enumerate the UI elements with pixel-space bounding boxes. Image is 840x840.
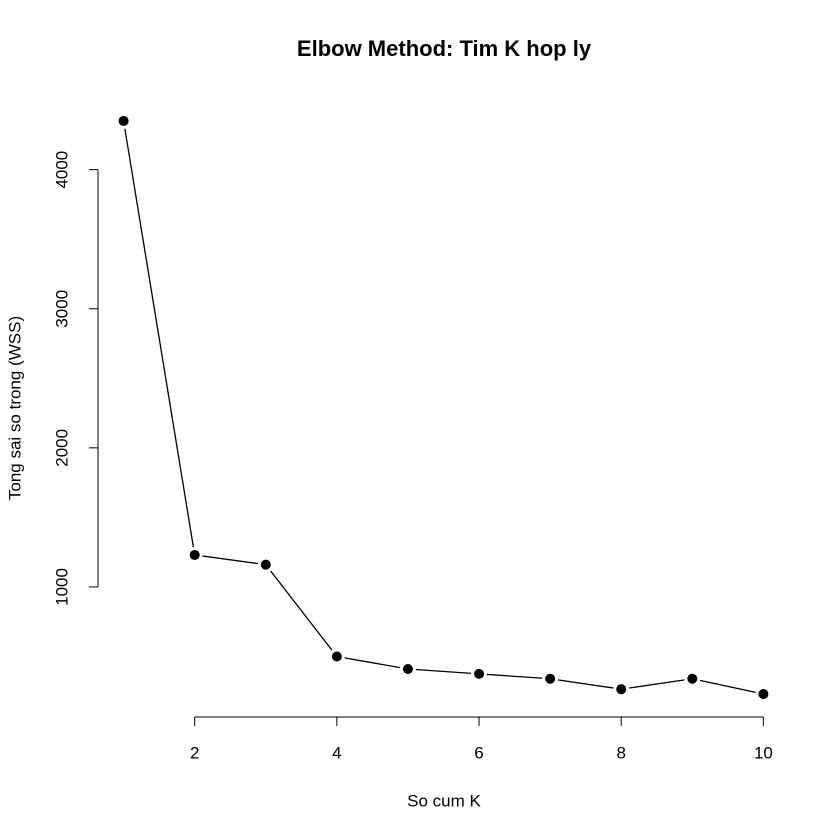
- data-point: [115, 112, 132, 129]
- chart-title: Elbow Method: Tim K hop ly: [297, 36, 592, 61]
- data-point: [186, 546, 203, 563]
- x-tick-label: 8: [616, 743, 625, 762]
- x-axis-label: So cum K: [407, 791, 481, 810]
- data-point: [399, 661, 416, 678]
- y-tick-label: 3000: [52, 290, 71, 328]
- data-line: [122, 120, 764, 695]
- y-tick-label: 2000: [52, 429, 71, 467]
- data-point: [257, 556, 274, 573]
- y-tick-label: 4000: [52, 151, 71, 189]
- data-point: [613, 681, 630, 698]
- data-point: [328, 648, 345, 665]
- x-tick-label: 10: [754, 743, 773, 762]
- x-tick-label: 6: [474, 743, 483, 762]
- y-axis-label: Tong sai so trong (WSS): [5, 316, 24, 500]
- data-point: [542, 670, 559, 687]
- data-point: [755, 686, 772, 703]
- data-point: [684, 670, 701, 687]
- data-point: [471, 665, 488, 682]
- y-tick-label: 1000: [52, 568, 71, 606]
- x-tick-label: 4: [332, 743, 341, 762]
- x-tick-label: 2: [190, 743, 199, 762]
